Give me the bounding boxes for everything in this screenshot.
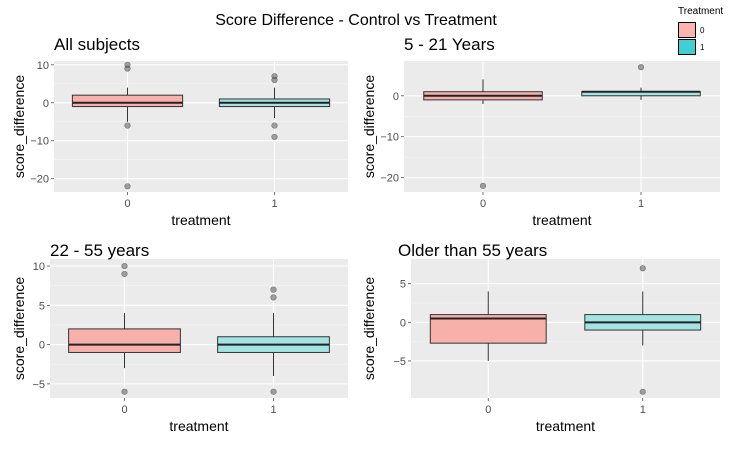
outlier-point — [271, 122, 278, 129]
box-1 — [218, 73, 331, 141]
outlier-point — [270, 388, 277, 395]
y-tick-label: 5 — [400, 279, 406, 291]
panel-title: 5 - 21 Years — [404, 35, 495, 54]
y-axis-title: score_difference — [361, 75, 377, 178]
y-axis-title: score_difference — [11, 75, 27, 178]
y-tick-label: 0 — [393, 91, 399, 103]
y-tick-label: −5 — [393, 356, 406, 368]
panel-3: 10 5 0 −5 0 1 22 - 55 years treatment score_diff… — [11, 241, 348, 434]
panel-title: All subjects — [54, 35, 140, 54]
panel-background — [404, 61, 720, 192]
x-tick-label: 0 — [485, 404, 491, 416]
outlier-point — [270, 286, 277, 293]
outlier-point — [637, 64, 645, 71]
box-0 — [423, 79, 543, 189]
y-tick-label: −10 — [380, 132, 399, 144]
outlier-point — [121, 388, 128, 395]
x-axis-title: treatment — [171, 212, 230, 228]
panel-background — [54, 61, 348, 192]
outlier-point — [271, 76, 278, 84]
outlier-point — [479, 182, 487, 189]
box-iqr — [71, 94, 184, 108]
y-tick-label: 0 — [39, 340, 45, 352]
box-1 — [581, 64, 701, 100]
x-axis-title: treatment — [169, 418, 228, 434]
y-axis-title: score_difference — [361, 277, 377, 380]
y-tick-label: −5 — [32, 379, 45, 391]
y-tick-label: −20 — [380, 173, 399, 185]
panel-4: 5 0 −5 0 1 Older than 55 years treatment score_… — [361, 241, 720, 434]
outlier-point — [124, 183, 131, 190]
y-tick-label: 0 — [43, 98, 49, 110]
outlier-point — [639, 265, 646, 272]
outlier-point — [121, 262, 128, 270]
legend-key-0 — [678, 22, 696, 38]
box-iqr — [68, 328, 181, 353]
x-tick-label: 0 — [480, 198, 486, 210]
box-0 — [68, 262, 181, 395]
outlier-point — [639, 388, 646, 395]
box-1 — [584, 265, 702, 395]
outlier-point — [124, 122, 131, 129]
box-0 — [429, 291, 547, 361]
panel-title: 22 - 55 years — [50, 241, 149, 260]
x-tick-label: 1 — [640, 404, 646, 416]
box-0 — [71, 61, 184, 190]
x-tick-label: 1 — [638, 198, 644, 210]
legend-label-0: 0 — [700, 26, 705, 35]
x-axis-title: treatment — [532, 212, 591, 228]
y-tick-label: −10 — [30, 136, 49, 148]
x-tick-label: 1 — [270, 404, 276, 416]
panel-title: Older than 55 years — [398, 241, 547, 260]
y-tick-label: 0 — [400, 317, 406, 329]
y-tick-label: 5 — [39, 300, 45, 312]
panel-2: 0 −10 −20 0 1 5 - 21 Years treatment score_diff… — [361, 35, 720, 228]
x-tick-label: 1 — [271, 198, 277, 210]
outlier-point — [271, 133, 278, 141]
outlier-point — [270, 294, 277, 301]
outlier-point — [121, 270, 128, 278]
legend-label-1: 1 — [700, 43, 705, 52]
box-1 — [217, 286, 330, 395]
x-tick-label: 0 — [124, 198, 130, 210]
outlier-point — [124, 65, 131, 72]
x-tick-label: 0 — [121, 404, 127, 416]
x-axis-title: treatment — [536, 418, 595, 434]
legend: Treatment 0 1 — [678, 6, 723, 55]
y-tick-label: −20 — [30, 174, 49, 186]
y-tick-label: 10 — [37, 60, 49, 72]
legend-title: Treatment — [678, 6, 723, 17]
y-axis-title: score_difference — [11, 277, 27, 380]
y-tick-label: 10 — [33, 261, 45, 273]
main-title: Score Difference - Control vs Treatment — [215, 12, 497, 29]
panel-1: 10 0 −10 −20 0 1 All subjects treatment score_di… — [11, 35, 348, 228]
legend-key-1 — [678, 39, 696, 55]
